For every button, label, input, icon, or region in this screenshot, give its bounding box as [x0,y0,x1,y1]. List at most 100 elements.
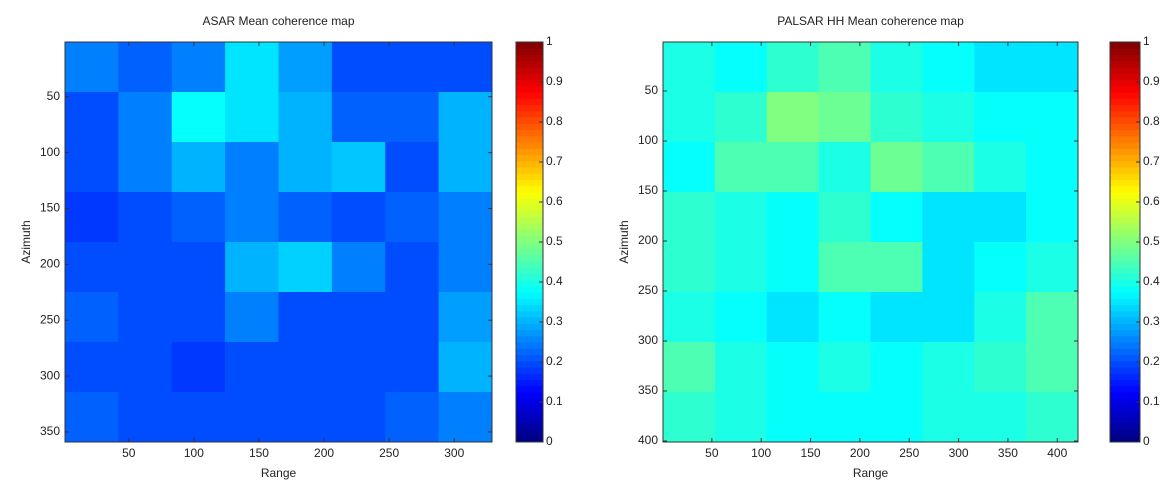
heatmap-cell [65,142,119,193]
colorbar-segment [1110,173,1140,180]
heatmap-cell [438,292,493,343]
colorbar-segment [516,204,543,212]
heatmap-cell [1026,392,1079,443]
colorbar-segment [516,92,543,99]
y-tick-label: 100 [40,145,60,159]
heatmap-cell [714,392,768,443]
colorbar-tick-label: 0.3 [546,314,563,328]
colorbar-segment [1110,310,1140,318]
colorbar-segment [516,329,543,337]
heatmap-cell [714,292,768,343]
x-axis-label: Range [261,466,297,480]
colorbar-segment [516,373,543,380]
heatmap-cell [714,92,768,143]
heatmap-cell [225,92,279,143]
colorbar-segment [516,229,543,237]
heatmap-cell [766,192,820,243]
colorbar-segment [516,192,543,199]
heatmap-cell [438,242,493,293]
heatmap-cell [870,192,923,243]
heatmap-cell [385,92,440,143]
y-tick-label: 100 [638,133,658,147]
colorbar-segment [516,73,543,80]
colorbar-segment [516,354,543,362]
x-tick-label: 50 [705,446,719,460]
heatmap-cell [65,242,119,293]
heatmap-cell [278,242,333,293]
heatmap-cell [922,392,975,443]
colorbar-segment [1110,60,1140,68]
heatmap-cell [438,392,493,443]
colorbar-segment [516,385,543,393]
colorbar-segment [516,317,543,324]
colorbar-segment [1110,123,1140,130]
heatmap-cell [974,92,1027,143]
colorbar-segment [1110,348,1140,355]
colorbar-segment [1110,217,1140,224]
colorbar-tick-label: 0.7 [1143,154,1160,168]
colorbar-segment [516,185,543,193]
heatmap-cell [870,42,923,93]
colorbar-segment [1110,223,1140,230]
colorbar-segment [516,367,543,374]
heatmap-cell [438,192,493,243]
heatmap-cell [65,392,119,443]
heatmap-cell [278,42,333,93]
x-tick-label: 200 [314,446,334,460]
y-tick-label: 350 [638,383,658,397]
heatmap-cell [331,92,386,143]
colorbar-segment [516,298,543,305]
heatmap-cell [922,292,975,343]
y-tick-label: 250 [40,312,60,326]
y-tick-label: 200 [40,257,60,271]
colorbar-segment [1110,229,1140,237]
y-axis-label: Azimuth [617,220,631,263]
colorbar-tick-label: 0.2 [546,354,563,368]
colorbar-segment [516,160,543,168]
heatmap-cell [65,292,119,343]
colorbar-segment [516,135,543,143]
heatmap-cell [870,142,923,193]
colorbar-segment [1110,304,1140,312]
heatmap-cell [385,242,440,293]
colorbar-segment [516,279,543,287]
colorbar-segment [1110,273,1140,280]
heatmap-cell [766,392,820,443]
colorbar-segment [516,435,543,443]
colorbar-segment [1110,104,1140,112]
colorbar-segment [516,117,543,124]
colorbar-segment [1110,335,1140,343]
colorbar-segment [1110,410,1140,418]
heatmap-cell [922,192,975,243]
heatmap-cell [818,342,871,393]
heatmap-cell [974,192,1027,243]
heatmap-cell [766,142,820,193]
heatmap-cell [278,192,333,243]
colorbar-segment [1110,48,1140,55]
colorbar-segment [1110,167,1140,174]
heatmap-cell [331,42,386,93]
colorbar-segment [516,323,543,330]
heatmap-cell [331,342,386,393]
heatmap-cell [1026,342,1079,393]
heatmap-cell [65,192,119,243]
colorbar-segment [1110,42,1140,49]
colorbar-segment [1110,154,1140,162]
heatmap-cell [118,92,173,143]
colorbar-segment [516,310,543,318]
heatmap-cell [714,342,768,393]
heatmap-cell [171,42,226,93]
heatmap-cell [278,292,333,343]
heatmap-cell [974,392,1027,443]
colorbar-segment [516,42,543,49]
colorbar-segment [1110,92,1140,99]
colorbar-segment [1110,360,1140,368]
heatmap-cell [974,242,1027,293]
heatmap-cell [974,42,1027,93]
colorbar-tick-label: 0.9 [546,74,563,88]
colorbar-segment [1110,404,1140,412]
colorbar-segment [1110,342,1140,349]
heatmap-cell [225,392,279,443]
colorbar-segment [1110,204,1140,212]
